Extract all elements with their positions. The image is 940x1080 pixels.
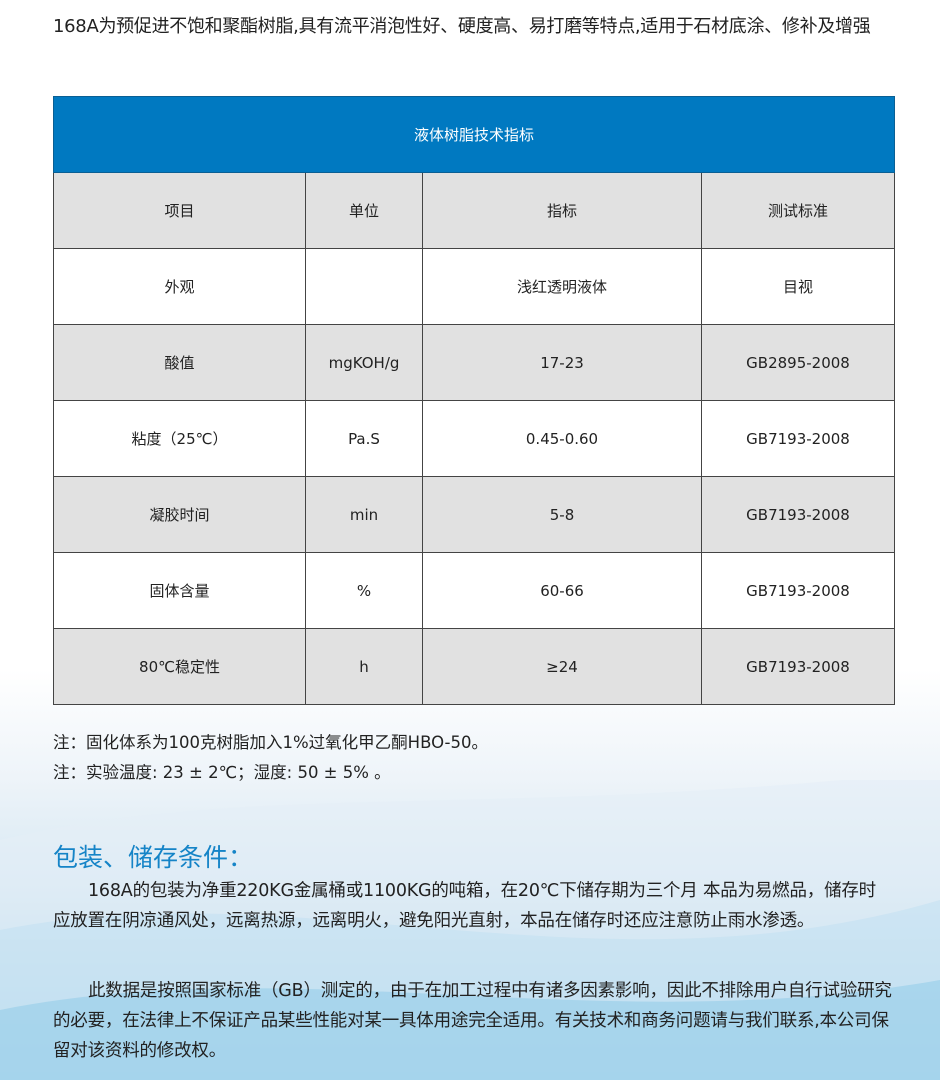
cell: ≥24 xyxy=(422,628,702,705)
packaging-paragraph: 168A的包装为净重220KG金属桶或1100KG的吨箱，在20℃下储存期为三个… xyxy=(53,881,876,931)
cell: 浅红透明液体 xyxy=(422,248,702,325)
cell: mgKOH/g xyxy=(305,324,423,401)
cell: 0.45-0.60 xyxy=(422,400,702,477)
disclaimer-paragraph: 此数据是按照国家标准（GB）测定的，由于在加工过程中有诸多因素影响，因此不排除用… xyxy=(53,981,892,1061)
cell: GB7193-2008 xyxy=(700,552,896,629)
table-row: 80℃稳定性 h ≥24 GB7193-2008 xyxy=(53,628,896,705)
cell: GB7193-2008 xyxy=(700,476,896,553)
intro-text: 168A为预促进不饱和聚酯树脂,具有流平消泡性好、硬度高、易打磨等特点,适用于石… xyxy=(53,16,871,37)
column-header: 测试标准 xyxy=(700,172,896,249)
column-header: 指标 xyxy=(422,172,702,249)
cell: 凝胶时间 xyxy=(53,476,306,553)
note: 注：实验温度: 23 ± 2℃；湿度: 50 ± 5% 。 xyxy=(53,763,391,782)
cell: GB7193-2008 xyxy=(700,400,896,477)
cell: Pa.S xyxy=(305,400,423,477)
cell: 5-8 xyxy=(422,476,702,553)
table-row: 凝胶时间 min 5-8 GB7193-2008 xyxy=(53,476,896,553)
cell: min xyxy=(305,476,423,553)
cell: 固体含量 xyxy=(53,552,306,629)
notes: 注：固化体系为100克树脂加入1%过氧化甲乙酮HBO-50。 注：实验温度: 2… xyxy=(53,728,488,788)
cell: 80℃稳定性 xyxy=(53,628,306,705)
cell: h xyxy=(305,628,423,705)
packaging-title: 包装、储存条件： xyxy=(53,843,254,872)
cell: 目视 xyxy=(700,248,896,325)
cell: 60-66 xyxy=(422,552,702,629)
table-row: 外观 浅红透明液体 目视 xyxy=(53,248,896,325)
cell: % xyxy=(305,552,423,629)
note: 注：固化体系为100克树脂加入1%过氧化甲乙酮HBO-50。 xyxy=(53,733,489,752)
cell xyxy=(305,248,423,325)
cell: 粘度（25℃） xyxy=(53,400,306,477)
cell: 外观 xyxy=(53,248,306,325)
table-title: 液体树脂技术指标 xyxy=(52,96,896,173)
table-row: 酸值 mgKOH/g 17-23 GB2895-2008 xyxy=(53,324,896,401)
cell: 酸值 xyxy=(53,324,306,401)
spec-table: 液体树脂技术指标 项目 单位 指标 测试标准 外观 浅红透明液体 目视 酸值 mgKO… xyxy=(52,96,896,705)
table-row: 固体含量% 60-66 GB7193-2008 xyxy=(53,552,896,629)
cell: GB7193-2008 xyxy=(700,628,896,705)
table-header-row: 项目 单位 指标 测试标准 xyxy=(53,172,896,249)
column-header: 项目 xyxy=(53,172,306,249)
cell: 17-23 xyxy=(422,324,702,401)
table-row: 粘度（25℃） Pa.S 0.45-0.60 GB7193-2008 xyxy=(53,400,896,477)
column-header: 单位 xyxy=(305,172,423,249)
cell: GB2895-2008 xyxy=(700,324,896,401)
